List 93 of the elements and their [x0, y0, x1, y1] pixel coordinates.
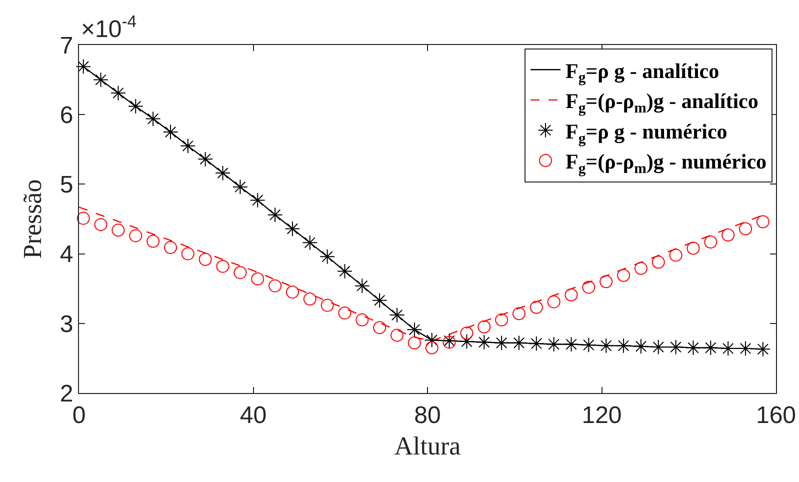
point [686, 340, 701, 356]
point [94, 218, 108, 232]
point [702, 340, 718, 356]
point [354, 278, 370, 294]
point [234, 266, 247, 280]
point [617, 268, 630, 282]
point [303, 292, 316, 306]
x-tick-label: 40 [240, 402, 267, 429]
point [564, 288, 578, 302]
point [76, 58, 92, 74]
point [215, 165, 230, 181]
point [112, 224, 125, 237]
point [459, 334, 474, 350]
point [164, 241, 177, 254]
y-tick-label: 6 [60, 102, 74, 129]
x-tick-label: 120 [582, 402, 622, 429]
x-axis-title: Altura [394, 432, 462, 460]
point [460, 326, 474, 340]
point [250, 192, 266, 208]
point [722, 228, 735, 242]
point [668, 339, 684, 355]
point [616, 338, 632, 354]
point [408, 336, 421, 350]
point [302, 234, 318, 250]
point [338, 306, 352, 320]
legend-label: F$_{g}$=(ρ-ρ$_{m}$)g - analítico [566, 89, 758, 117]
point [634, 262, 648, 275]
y-tick-label: 3 [60, 310, 74, 338]
point [600, 275, 613, 288]
point [425, 341, 438, 354]
point [268, 279, 282, 292]
point [232, 179, 248, 195]
x-tick-label: 160 [756, 402, 796, 429]
point [580, 337, 596, 353]
point [406, 322, 422, 338]
point [476, 334, 492, 350]
point [180, 138, 196, 154]
point [251, 272, 264, 286]
point [216, 260, 230, 273]
point [337, 264, 352, 279]
point [389, 307, 405, 323]
point [198, 252, 212, 266]
point [669, 248, 682, 262]
y-tick-label: 5 [60, 172, 74, 199]
text: ×10$^{-4}$ [81, 12, 137, 44]
point [704, 235, 718, 248]
point [93, 72, 108, 88]
point [755, 341, 771, 357]
y-tick-label: 4 [60, 241, 74, 268]
y-tick-label: 7 [60, 32, 74, 60]
legend-label: F$_{g}$=(ρ-ρ$_{m}$)g - numérico [566, 150, 767, 178]
point [162, 124, 178, 140]
point [530, 300, 543, 314]
point [512, 307, 526, 320]
point [564, 336, 579, 352]
point [547, 295, 560, 308]
x-tick-label: 0 [72, 402, 86, 429]
x-tick-label: 80 [414, 402, 441, 429]
point [424, 332, 440, 348]
point [598, 338, 614, 354]
point [582, 280, 596, 294]
point [110, 85, 126, 101]
point [546, 336, 562, 352]
point [511, 335, 527, 351]
legend-label: F$_{g}$=ρ g - analítico [566, 58, 720, 86]
point [372, 292, 388, 308]
point [495, 313, 508, 326]
y-axis-title: Pressão [18, 179, 48, 259]
point [146, 234, 160, 248]
legend-label: F$_{g}$=ρ g - numérico [566, 119, 728, 147]
point [181, 247, 194, 260]
point [129, 229, 142, 242]
point [145, 111, 161, 126]
point [267, 207, 283, 223]
point [373, 321, 386, 334]
point [633, 338, 649, 354]
point [356, 313, 369, 326]
point [478, 320, 491, 334]
point [494, 335, 510, 351]
point [652, 256, 665, 269]
point [320, 298, 334, 312]
point [198, 151, 214, 167]
point [284, 221, 300, 236]
point [686, 242, 700, 255]
point [320, 248, 336, 264]
point [128, 98, 144, 114]
point [286, 286, 299, 299]
point [390, 328, 404, 342]
y-tick-label: 2 [60, 380, 74, 408]
point [528, 336, 544, 352]
point [756, 215, 770, 228]
point [739, 222, 752, 236]
point [76, 212, 90, 225]
